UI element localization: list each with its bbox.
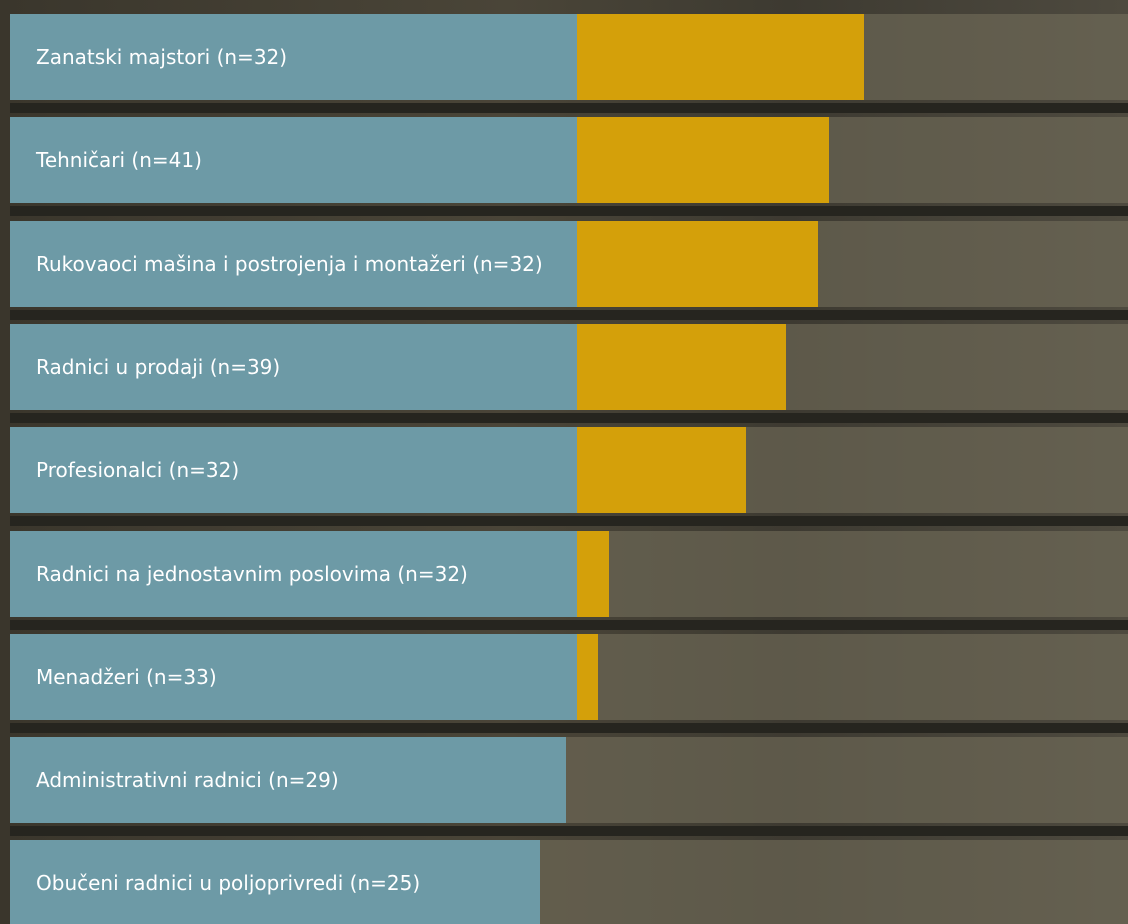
category-label: Zanatski majstori (n=32) <box>10 44 287 70</box>
label-panel: Radnici u prodaji (n=39) <box>10 324 577 410</box>
label-panel: Profesionalci (n=32) <box>10 427 577 513</box>
category-label: Menadžeri (n=33) <box>10 664 217 690</box>
separator <box>10 620 1128 630</box>
separator <box>10 310 1128 320</box>
category-label: Radnici na jednostavnim poslovima (n=32) <box>10 561 468 587</box>
separator <box>10 723 1128 733</box>
label-panel: Obučeni radnici u poljoprivredi (n=25) <box>10 840 540 924</box>
label-panel: Menadžeri (n=33) <box>10 634 577 720</box>
category-label: Administrativni radnici (n=29) <box>10 767 339 793</box>
label-panel: Zanatski majstori (n=32) <box>10 14 577 100</box>
label-panel: Administrativni radnici (n=29) <box>10 737 566 823</box>
label-panel: Radnici na jednostavnim poslovima (n=32) <box>10 531 577 617</box>
separator <box>10 826 1128 836</box>
category-label: Radnici u prodaji (n=39) <box>10 354 280 380</box>
separator <box>10 206 1128 216</box>
category-label: Rukovaoci mašina i postrojenja i montaže… <box>10 251 543 277</box>
category-label: Tehničari (n=41) <box>10 147 202 173</box>
separator <box>10 103 1128 113</box>
category-label: Profesionalci (n=32) <box>10 457 239 483</box>
category-label: Obučeni radnici u poljoprivredi (n=25) <box>10 870 420 896</box>
label-panel: Tehničari (n=41) <box>10 117 577 203</box>
separator <box>10 516 1128 526</box>
chart: Zanatski majstori (n=32) Tehničari (n=41)… <box>0 0 1128 924</box>
separator <box>10 413 1128 423</box>
label-panel: Rukovaoci mašina i postrojenja i montaže… <box>10 221 577 307</box>
